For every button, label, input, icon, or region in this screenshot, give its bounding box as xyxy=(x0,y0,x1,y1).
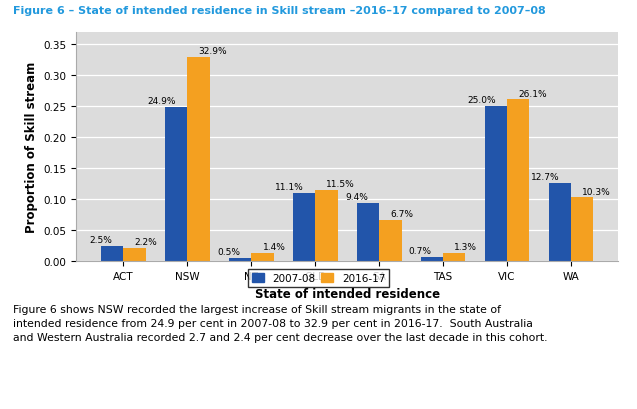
Text: 11.5%: 11.5% xyxy=(326,180,355,189)
Text: Figure 6 – State of intended residence in Skill stream –2016–17 compared to 2007: Figure 6 – State of intended residence i… xyxy=(13,6,545,16)
Text: 9.4%: 9.4% xyxy=(345,193,368,202)
Bar xyxy=(443,254,466,262)
Bar xyxy=(315,191,338,262)
Bar xyxy=(379,220,401,262)
Bar xyxy=(187,58,210,262)
Bar xyxy=(548,183,571,262)
Bar xyxy=(124,248,146,262)
Text: 11.1%: 11.1% xyxy=(275,182,304,191)
Text: 10.3%: 10.3% xyxy=(582,187,611,196)
Text: 1.4%: 1.4% xyxy=(262,242,285,251)
Text: 12.7%: 12.7% xyxy=(531,172,560,181)
Bar xyxy=(571,198,593,262)
Text: 0.5%: 0.5% xyxy=(217,248,240,257)
Text: Figure 6 shows NSW recorded the largest increase of Skill stream migrants in the: Figure 6 shows NSW recorded the largest … xyxy=(13,305,547,343)
Bar xyxy=(420,257,443,262)
X-axis label: State of intended residence: State of intended residence xyxy=(255,287,440,300)
Bar xyxy=(229,258,251,262)
Text: 32.9%: 32.9% xyxy=(199,47,227,56)
Bar xyxy=(357,204,379,262)
Bar xyxy=(485,107,507,262)
Text: 25.0%: 25.0% xyxy=(467,96,496,105)
Y-axis label: Proportion of Skill stream: Proportion of Skill stream xyxy=(25,62,38,233)
Text: 1.3%: 1.3% xyxy=(454,243,477,252)
Legend: 2007-08, 2016-17: 2007-08, 2016-17 xyxy=(248,269,389,287)
Bar xyxy=(101,246,124,262)
Text: 2.5%: 2.5% xyxy=(89,236,112,245)
Bar xyxy=(507,100,529,262)
Text: 0.7%: 0.7% xyxy=(409,247,432,256)
Text: 2.2%: 2.2% xyxy=(134,237,157,246)
Text: 6.7%: 6.7% xyxy=(390,209,413,218)
Bar xyxy=(293,193,315,262)
Text: 24.9%: 24.9% xyxy=(148,97,176,106)
Bar xyxy=(251,253,274,262)
Bar xyxy=(165,108,187,262)
Text: 26.1%: 26.1% xyxy=(518,89,547,98)
